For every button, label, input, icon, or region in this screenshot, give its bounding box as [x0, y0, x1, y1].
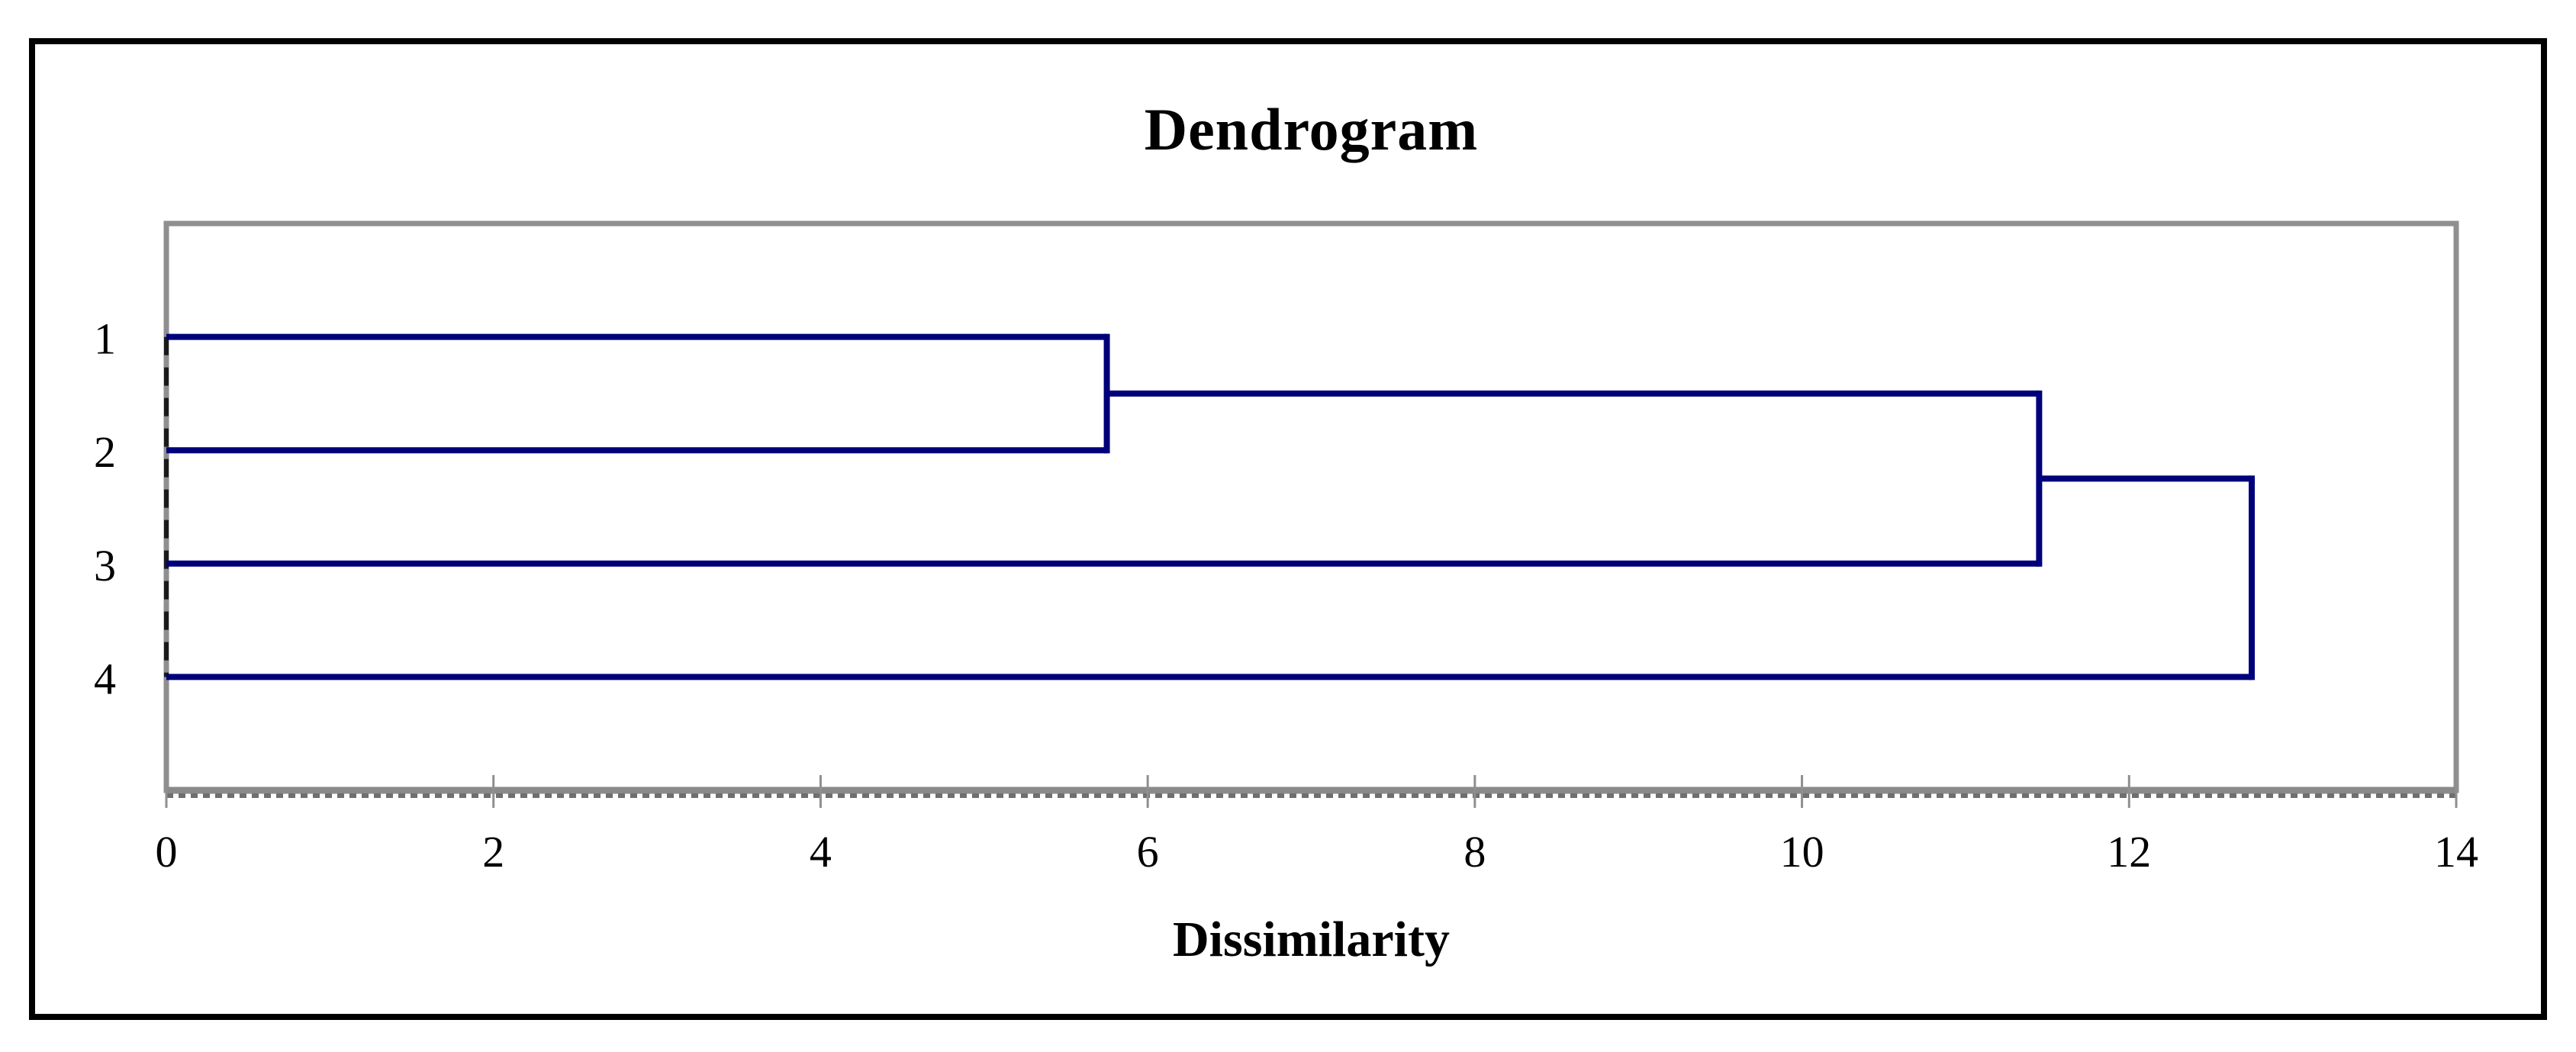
x-axis-tick-label: 10 — [1780, 827, 1824, 877]
figure-frame — [29, 38, 2547, 1020]
leaf-label: 3 — [94, 541, 116, 590]
x-axis-tick-label: 8 — [1463, 827, 1486, 877]
leaf-label: 4 — [94, 654, 116, 703]
x-axis-tick-label: 2 — [482, 827, 504, 877]
x-axis-tick-label: 12 — [2107, 827, 2151, 877]
x-axis-tick-label: 14 — [2434, 827, 2478, 877]
leaf-label: 2 — [94, 427, 116, 477]
leaf-label: 1 — [94, 314, 116, 364]
plot-area-border — [163, 220, 2459, 793]
chart-title: Dendrogram — [1144, 96, 1479, 162]
x-axis-tick-label: 6 — [1137, 827, 1159, 877]
x-axis-tick-label: 4 — [810, 827, 832, 877]
x-axis-tick-label: 0 — [156, 827, 178, 877]
x-axis-label: Dissimilarity — [1173, 912, 1450, 967]
